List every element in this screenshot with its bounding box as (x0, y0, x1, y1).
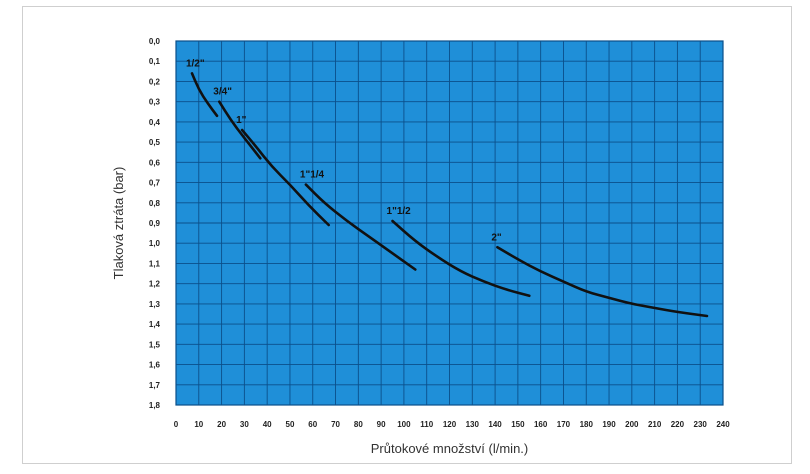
x-tick-label: 10 (194, 420, 203, 429)
curve-label-1: 1/2" (186, 58, 205, 69)
x-tick-label: 20 (217, 420, 226, 429)
x-tick-label: 170 (557, 420, 571, 429)
y-tick-label: 0,5 (149, 138, 161, 147)
x-tick-label: 180 (580, 420, 594, 429)
y-tick-label: 1,6 (149, 361, 161, 370)
y-tick-label: 1,5 (149, 340, 161, 349)
x-tick-label: 230 (694, 420, 708, 429)
y-tick-label: 0,8 (149, 199, 161, 208)
y-tick-label: 0,7 (149, 179, 161, 188)
x-tick-label: 40 (263, 420, 272, 429)
x-tick-label: 190 (602, 420, 616, 429)
x-tick-label: 130 (466, 420, 480, 429)
y-tick-label: 0,0 (149, 37, 161, 46)
y-tick-label: 1,8 (149, 401, 161, 410)
x-tick-label: 140 (488, 420, 502, 429)
x-tick-label: 210 (648, 420, 662, 429)
x-tick-label: 50 (286, 420, 295, 429)
x-tick-label: 60 (308, 420, 317, 429)
x-tick-label: 110 (420, 420, 433, 429)
x-tick-label: 150 (511, 420, 525, 429)
plot-border (175, 40, 724, 406)
y-tick-label: 1,3 (149, 300, 161, 309)
curve-1 (190, 72, 219, 118)
curve-4 (304, 183, 417, 271)
y-tick-label: 0,3 (149, 98, 161, 107)
y-tick-label: 1,7 (149, 381, 161, 390)
y-tick-label: 1,4 (149, 320, 161, 329)
curve-6 (496, 246, 709, 318)
x-tick-label: 70 (331, 420, 340, 429)
y-axis-title: Tlaková ztráta (bar) (111, 167, 126, 280)
curve-label-4: 1"1/4 (300, 170, 325, 181)
x-tick-label: 80 (354, 420, 363, 429)
y-tick-label: 0,6 (149, 158, 161, 167)
curve-3 (240, 128, 330, 227)
x-tick-label: 160 (534, 420, 548, 429)
y-tick-label: 0,4 (149, 118, 161, 127)
curve-label-6: 2" (491, 232, 502, 243)
chart-frame: 1/2" 3/4" 1" 1"1/4 1"1/2 2" 0 10 20 30 40 50 60 70 80… (22, 6, 792, 464)
x-tick-label: 0 (174, 420, 179, 429)
x-tick-label: 100 (397, 420, 411, 429)
x-tick-label: 200 (625, 420, 639, 429)
x-tick-label: 30 (240, 420, 249, 429)
curve-label-3: 1" (236, 115, 247, 126)
curve-label-2: 3/4" (213, 87, 232, 98)
curve-5 (391, 219, 531, 298)
y-tick-label: 1,0 (149, 239, 161, 248)
x-tick-label: 90 (377, 420, 386, 429)
curve-2 (218, 100, 262, 160)
x-tick-label: 220 (671, 420, 685, 429)
y-tick-label: 0,1 (149, 57, 161, 66)
y-tick-label: 0,9 (149, 219, 161, 228)
y-tick-label: 0,2 (149, 77, 161, 86)
y-tick-label: 1,2 (149, 280, 161, 289)
pressure-loss-chart: 1/2" 3/4" 1" 1"1/4 1"1/2 2" 0 10 20 30 40 50 60 70 80… (111, 37, 730, 456)
curve-label-5: 1"1/2 (387, 206, 412, 217)
x-tick-label: 240 (716, 420, 730, 429)
x-tick-label: 120 (443, 420, 457, 429)
y-tick-label: 1,1 (149, 259, 161, 268)
x-axis-title: Průtokové množství (l/min.) (371, 441, 529, 456)
